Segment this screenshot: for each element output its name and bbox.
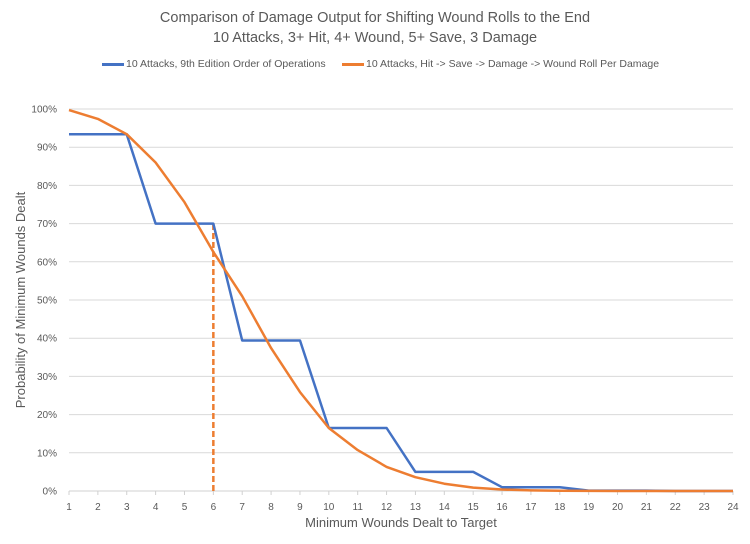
chart-title: Comparison of Damage Output for Shifting… (159, 10, 591, 26)
x-tick-label: 5 (182, 502, 188, 513)
x-tick-label: 1 (66, 502, 72, 513)
y-tick-label: 70% (37, 219, 57, 230)
x-tick-label: 16 (496, 502, 508, 513)
x-tick-label: 13 (410, 502, 422, 513)
x-tick-label: 23 (699, 502, 711, 513)
y-tick-label: 10% (37, 448, 57, 459)
x-tick-label: 24 (727, 502, 739, 513)
y-tick-label: 20% (37, 410, 57, 421)
x-tick-label: 4 (153, 502, 159, 513)
series-lines (68, 108, 733, 493)
x-tick-label: 15 (468, 502, 480, 513)
legend-swatch-series-2 (342, 62, 364, 66)
x-tick-label: 11 (353, 502, 364, 513)
y-tick-label: 90% (37, 143, 57, 154)
y-tick-label: 0% (43, 487, 58, 498)
legend-label-series-1: 10 Attacks, 9th Edition Order of Operati… (126, 58, 326, 70)
y-tick-label: 30% (37, 372, 57, 383)
x-tick-label: 10 (323, 502, 335, 513)
y-tick-label: 40% (37, 334, 57, 345)
x-tick-label: 3 (124, 502, 130, 513)
y-axis-title: Probability of Minimum Wounds Dealt (13, 191, 28, 408)
x-tick-label: 18 (554, 502, 566, 513)
legend: 10 Attacks, 9th Edition Order of Operati… (0, 58, 750, 74)
x-tick-label: 2 (95, 502, 101, 513)
y-tick-label: 50% (37, 296, 57, 307)
x-tick-label: 6 (211, 502, 217, 513)
x-tick-label: 17 (525, 502, 537, 513)
legend-label-series-2: 10 Attacks, Hit -> Save -> Damage -> Wou… (366, 58, 660, 70)
x-tick-label: 12 (381, 502, 393, 513)
gridlines (69, 108, 733, 492)
chart-subtitle: 10 Attacks, 3+ Hit, 4+ Wound, 5+ Save, 3… (212, 30, 538, 46)
series-line-2 (68, 108, 733, 493)
x-axis-title: Minimum Wounds Dealt to Target (305, 515, 497, 530)
y-tick-label: 80% (37, 181, 57, 192)
y-tick-label: 60% (37, 257, 57, 268)
x-tick-label: 14 (439, 502, 451, 513)
series-line-1 (69, 132, 733, 493)
x-tick-label: 22 (670, 502, 682, 513)
x-tick-label: 7 (239, 502, 245, 513)
y-tick-label: 100% (31, 105, 57, 116)
x-axis-ticks: 1 2 3 4 5 6 7 8 9 10 11 12 13 14 15 16 17 18 19 20 21 22 23 24 (66, 491, 739, 513)
x-tick-label: 21 (641, 502, 653, 513)
x-tick-label: 9 (297, 502, 303, 513)
legend-item-series-1: 10 Attacks, 9th Edition Order of Operati… (102, 58, 326, 70)
legend-swatch-series-1 (102, 62, 124, 66)
x-tick-label: 8 (268, 502, 274, 513)
x-tick-label: 20 (612, 502, 624, 513)
x-tick-label: 19 (583, 502, 595, 513)
legend-item-series-2: 10 Attacks, Hit -> Save -> Damage -> Wou… (342, 58, 659, 70)
y-axis-ticks: 0% 10% 20% 30% 40% 50% 60% 70% 80% 90% 100% (31, 105, 57, 498)
